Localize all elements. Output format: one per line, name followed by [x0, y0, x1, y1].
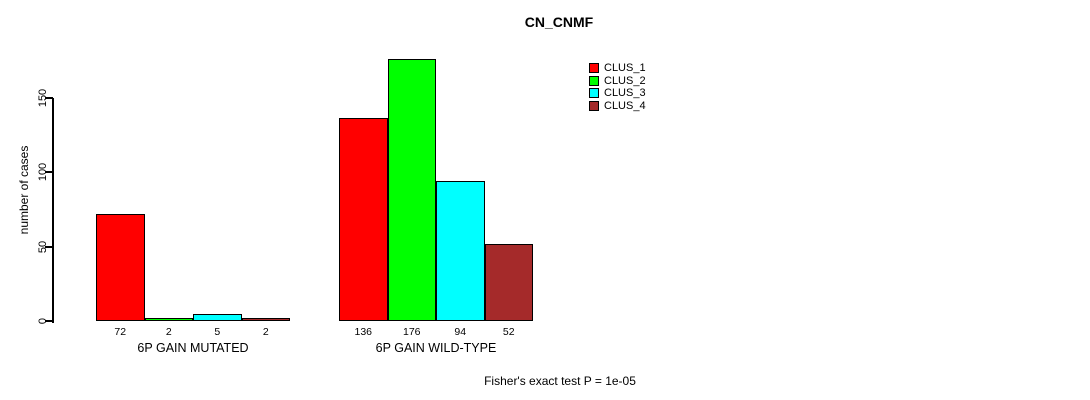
- group-label-0: 6P GAIN MUTATED: [137, 341, 249, 355]
- legend-label: CLUS_3: [604, 87, 646, 100]
- y-tick-label: 150: [37, 88, 49, 107]
- legend: CLUS_1 CLUS_2 CLUS_3 CLUS_4: [589, 62, 646, 112]
- bar-clus_4-group-1: [484, 243, 533, 321]
- bar-clus_3-group-0: [193, 313, 242, 321]
- bar-value-label: 176: [402, 326, 421, 338]
- y-tick-label: 0: [37, 317, 49, 325]
- bar-clus_2-group-1: [387, 58, 436, 321]
- y-axis-line: [52, 97, 54, 323]
- y-tick: [45, 171, 53, 173]
- bar-value-label: 2: [165, 326, 172, 338]
- legend-item-clus_3: CLUS_3: [589, 87, 646, 100]
- bar-value-label: 94: [454, 326, 467, 338]
- legend-swatch-clus_2: [589, 75, 599, 86]
- group-label-1: 6P GAIN WILD-TYPE: [375, 341, 497, 355]
- y-tick-label: 100: [37, 162, 49, 182]
- chart-title: CN_CNMF: [524, 14, 594, 30]
- legend-swatch-clus_3: [589, 88, 599, 99]
- legend-label: CLUS_1: [604, 62, 646, 75]
- bar-clus_3-group-1: [436, 180, 485, 321]
- y-tick-label: 50: [37, 240, 49, 253]
- bar-clus_2-group-0: [144, 318, 193, 321]
- y-tick: [45, 96, 53, 99]
- legend-swatch-clus_1: [589, 63, 599, 74]
- footer-annotation: Fisher's exact test P = 1e-05: [484, 374, 636, 388]
- bar-clus_1-group-1: [339, 118, 388, 321]
- bar-value-label: 2: [262, 326, 269, 338]
- bar-value-label: 72: [114, 326, 127, 338]
- legend-label: CLUS_4: [604, 100, 646, 113]
- legend-item-clus_2: CLUS_2: [589, 75, 646, 88]
- bar-value-label: 5: [214, 326, 221, 338]
- bar-clus_1-group-0: [96, 213, 145, 321]
- legend-swatch-clus_4: [589, 101, 599, 112]
- bar-value-label: 136: [354, 326, 373, 338]
- legend-item-clus_4: CLUS_4: [589, 100, 646, 113]
- y-axis-label: number of cases: [17, 145, 31, 235]
- legend-label: CLUS_2: [604, 74, 646, 87]
- bar-clus_4-group-0: [241, 318, 290, 321]
- y-tick: [45, 245, 53, 248]
- bar-value-label: 52: [502, 326, 515, 338]
- legend-item-clus_1: CLUS_1: [589, 62, 646, 75]
- y-tick: [45, 320, 53, 322]
